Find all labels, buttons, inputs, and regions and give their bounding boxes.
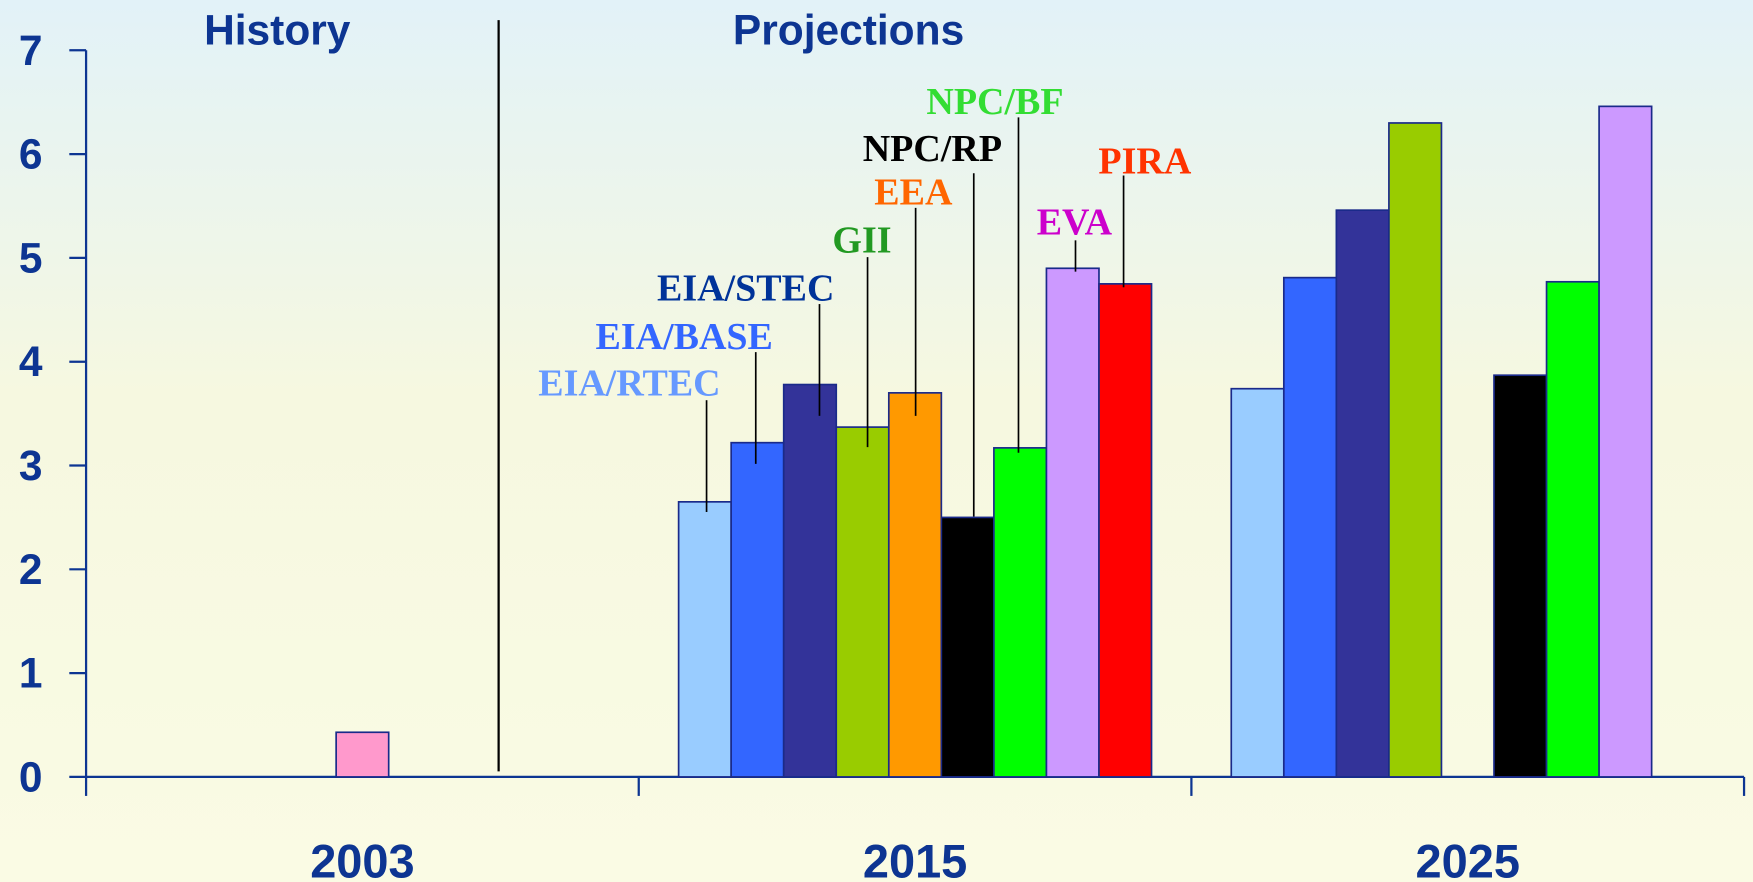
y-tick-label: 4 (19, 339, 43, 386)
y-tick-label: 2 (19, 547, 43, 594)
section-label: Projections (733, 8, 964, 55)
bar (1335, 209, 1390, 778)
series-label: EEA (874, 172, 953, 214)
y-tick-label: 6 (19, 132, 43, 179)
y-tick-label: 1 (19, 651, 43, 698)
bar (1545, 280, 1600, 778)
series-label: PIRA (1098, 140, 1191, 182)
bar (335, 731, 390, 778)
x-tick-label: 2015 (863, 835, 967, 882)
series-label: NPC/RP (863, 128, 1002, 170)
x-tick-label: 2003 (310, 835, 414, 882)
x-tick-label: 2025 (1416, 835, 1520, 882)
bar (1493, 374, 1548, 778)
bar (677, 501, 733, 778)
bar (1388, 122, 1443, 778)
series-label: NPC/BF (926, 81, 1063, 123)
bar (1098, 283, 1153, 778)
bar (887, 392, 943, 778)
bar (1598, 105, 1653, 778)
series-label: EIA/BASE (595, 316, 772, 358)
bar (1045, 267, 1100, 778)
bar (782, 383, 838, 778)
bar (940, 516, 995, 778)
y-tick-label: 3 (19, 443, 43, 490)
section-label: History (204, 8, 351, 55)
series-label: EIA/RTEC (538, 363, 720, 405)
bar (730, 441, 785, 778)
series-label: EIA/STEC (657, 268, 834, 310)
y-tick-label: 0 (19, 754, 43, 801)
bar (1282, 276, 1338, 778)
series-label: GII (832, 220, 891, 262)
y-tick-label: 5 (19, 235, 43, 282)
bar (1230, 387, 1285, 778)
y-tick-label: 7 (19, 28, 43, 75)
bar (993, 447, 1048, 778)
bar (835, 426, 890, 778)
series-label: EVA (1037, 202, 1113, 244)
